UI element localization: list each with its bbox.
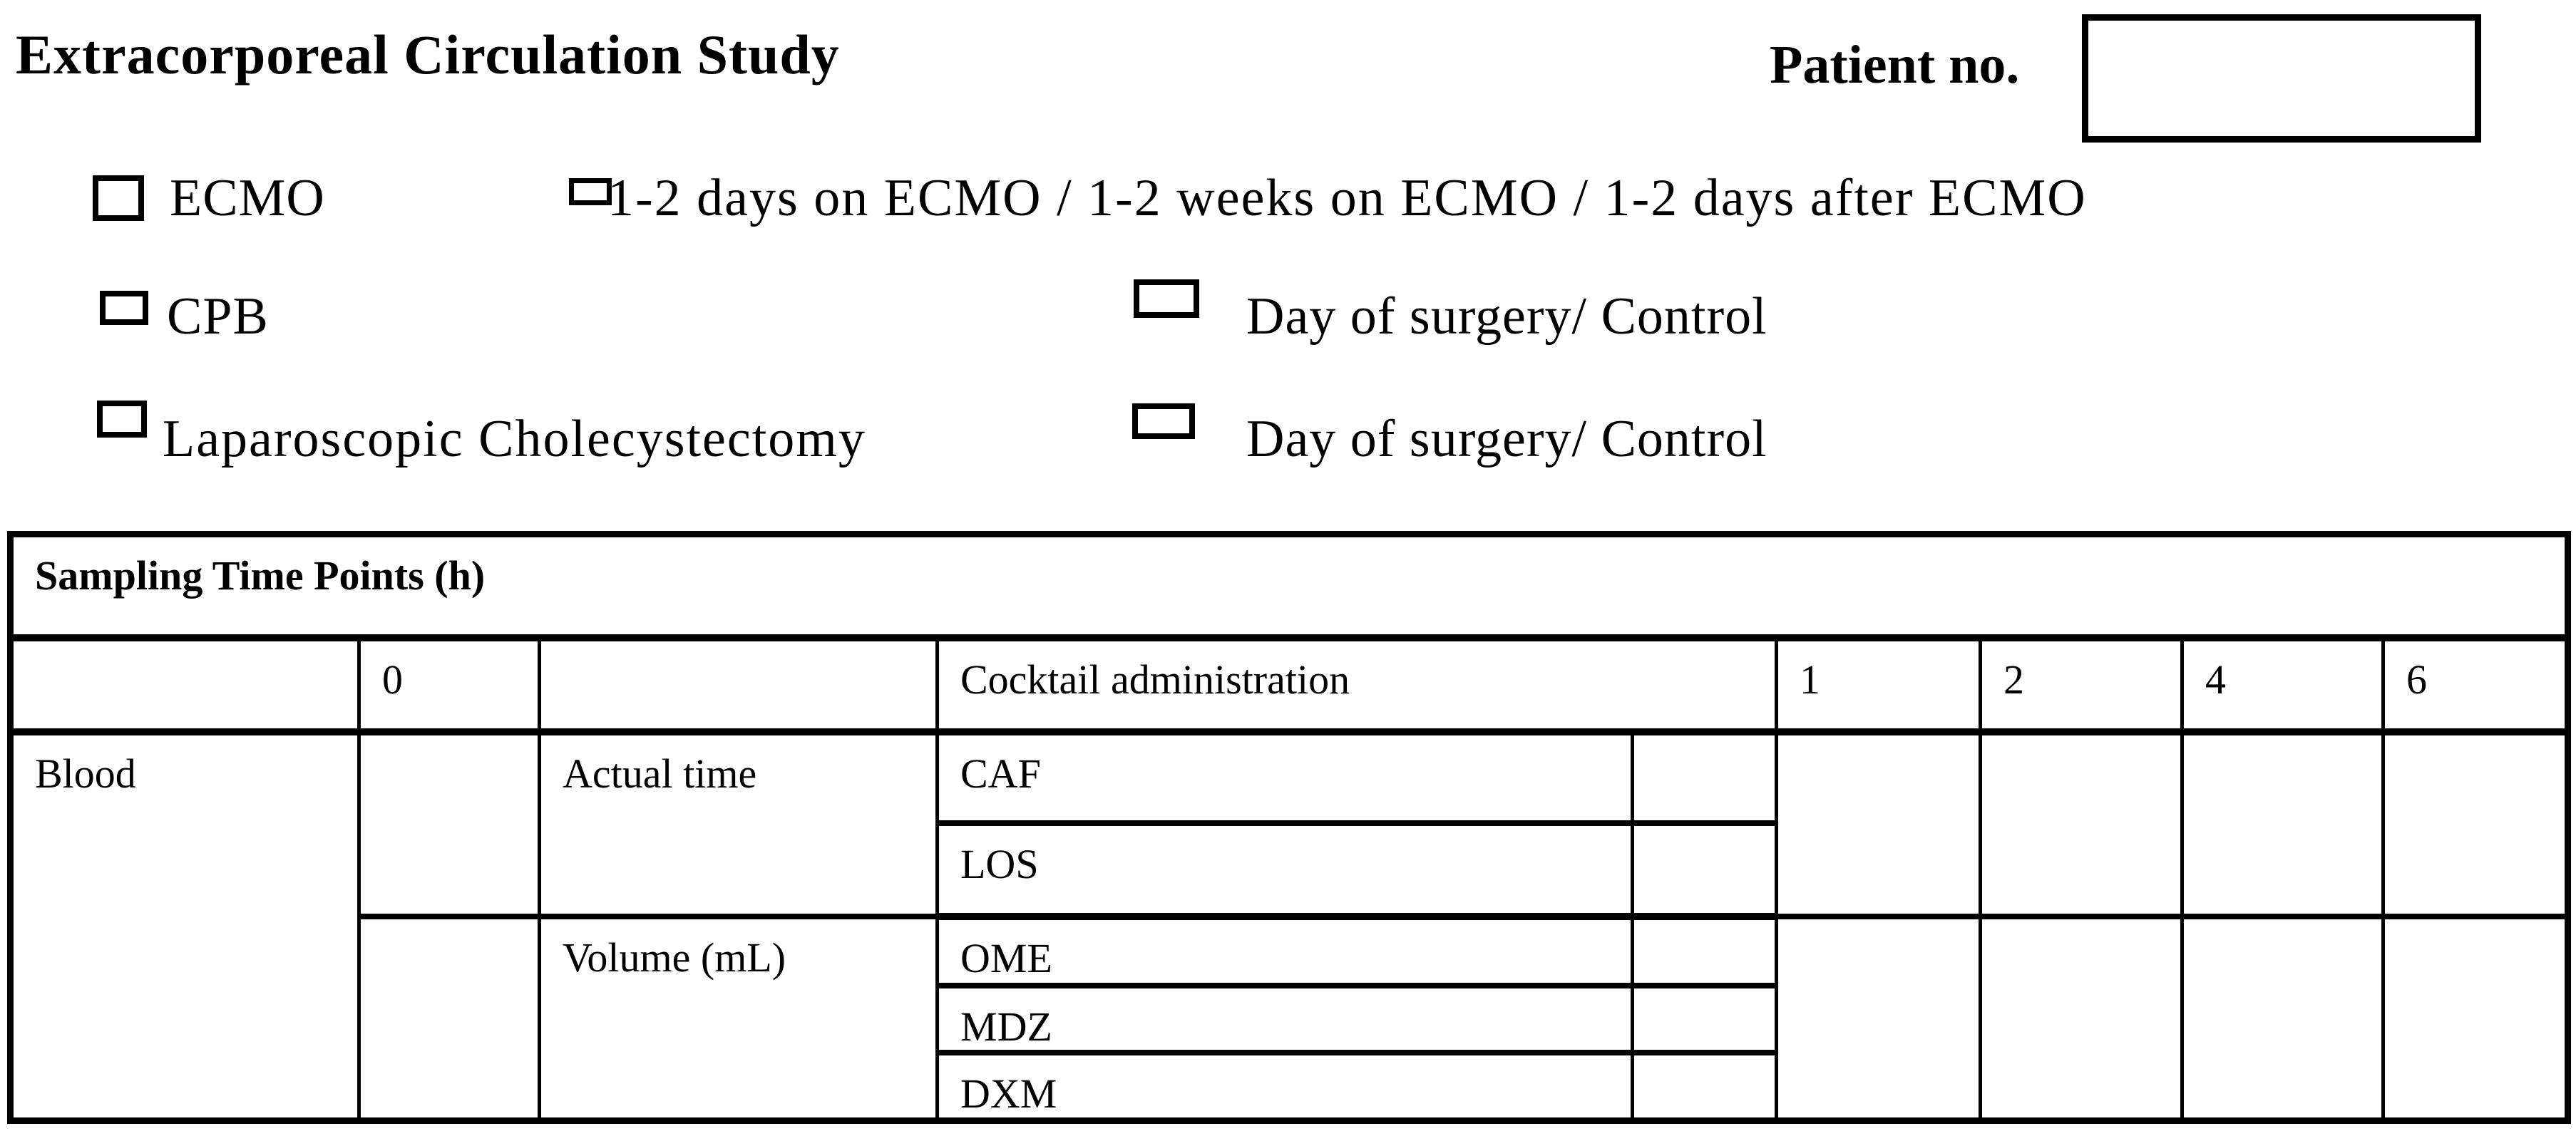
entry-cell-ome[interactable] [1631, 914, 1778, 988]
analyte-los-label: LOS [935, 821, 1634, 920]
volume-label: Volume (mL) [538, 914, 939, 1124]
checkbox-ecmo-timing-label: 1-2 days on ECMO / 1-2 weeks on ECMO / 1… [607, 169, 2087, 227]
checkbox-cpb-day-of-surgery[interactable] [1134, 279, 1199, 318]
checkbox-cpb-label: CPB [167, 287, 269, 346]
spacer-cell [9, 636, 361, 735]
entry-cell-time4-actual[interactable] [2180, 730, 2385, 919]
analyte-dxm-label: DXM [935, 1050, 1634, 1123]
form-title: Extracorporeal Circulation Study [16, 24, 840, 86]
entry-cell-time1-volume[interactable] [1775, 914, 1982, 1124]
checkbox-lap-day-of-surgery-label: Day of surgery/ Control [1246, 410, 1767, 468]
time-header-1: 1 [1775, 636, 1982, 735]
entry-cell-time4-volume[interactable] [2180, 914, 2385, 1124]
checkbox-lap-chole[interactable] [97, 401, 147, 438]
checkbox-ecmo[interactable] [93, 175, 144, 221]
analyte-ome-label: OME [935, 914, 1634, 988]
ome-row: Volume (mL) OME [11, 914, 2570, 1124]
entry-cell-time2-actual[interactable] [1979, 730, 2184, 919]
entry-cell-mdz[interactable] [1631, 983, 1778, 1056]
table-title: Sampling Time Points (h) [8, 532, 2570, 641]
entry-cell-time6-volume[interactable] [2381, 914, 2570, 1124]
entry-cell-time6-actual[interactable] [2381, 730, 2570, 919]
table-title-row: Sampling Time Points (h) [8, 532, 2570, 641]
checkbox-lap-chole-label: Laparoscopic Cholecystectomy [163, 410, 866, 468]
checkbox-ecmo-timing[interactable] [569, 178, 612, 205]
checkbox-lap-day-of-surgery[interactable] [1132, 403, 1195, 439]
entry-cell-los[interactable] [1631, 821, 1778, 920]
patient-no-box[interactable] [2082, 14, 2481, 143]
caf-row: Blood Actual time CAF [9, 729, 2570, 1124]
los-row: LOS [11, 821, 2568, 920]
patient-no-label: Patient no. [1770, 35, 2020, 95]
sample-type-label: Blood [9, 729, 361, 1124]
checkbox-cpb[interactable] [100, 291, 148, 325]
checkbox-ecmo-label: ECMO [170, 169, 325, 227]
cocktail-administration-cell: Cocktail administration [935, 636, 1778, 735]
checkbox-cpb-day-of-surgery-label: Day of surgery/ Control [1246, 287, 1767, 346]
analyte-caf-label: CAF [935, 730, 1634, 826]
time-header-2: 2 [1979, 636, 2184, 735]
entry-cell-caf[interactable] [1631, 730, 1778, 826]
entry-cell-time0-volume[interactable] [357, 914, 541, 1124]
dxm-row: DXM [11, 1050, 2568, 1123]
time-header-row: 0 Cocktail administration 1 2 4 6 [9, 636, 2570, 735]
time-header-4: 4 [2180, 636, 2385, 735]
entry-cell-dxm[interactable] [1631, 1050, 1778, 1123]
time-header-6: 6 [2381, 636, 2570, 735]
time-header-0: 0 [357, 636, 541, 735]
mdz-row: MDZ [11, 983, 2568, 1056]
analyte-mdz-label: MDZ [935, 983, 1634, 1056]
entry-cell-time0-actual[interactable] [357, 730, 541, 919]
sampling-time-points-table: Sampling Time Points (h) 0 Cocktail admi… [7, 531, 2572, 1125]
entry-cell-time1-actual[interactable] [1775, 730, 1982, 919]
entry-cell-time2-volume[interactable] [1979, 914, 2184, 1124]
actual-time-label: Actual time [538, 730, 939, 919]
spacer-cell [538, 636, 939, 735]
